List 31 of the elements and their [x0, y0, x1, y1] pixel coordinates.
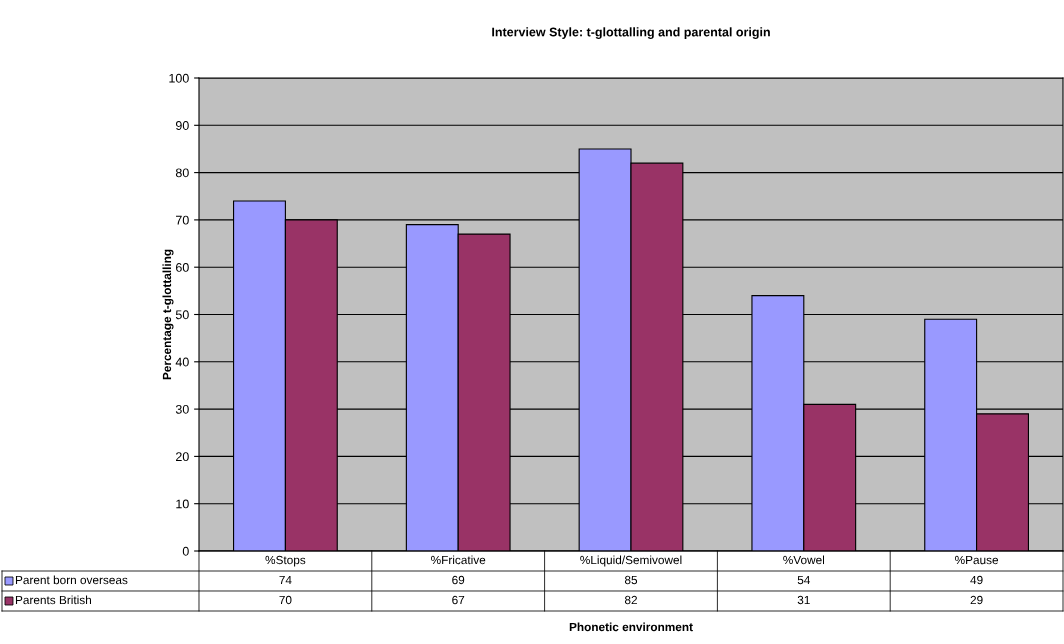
- legend-label: Parent born overseas: [15, 575, 128, 585]
- data-label: 49: [970, 575, 983, 585]
- y-tick-label: 10: [176, 499, 189, 509]
- data-label: 31: [797, 595, 810, 605]
- chart-title: Interview Style: t-glottalling and parental origin: [492, 27, 770, 39]
- y-axis-title: Percentage t-glottalling: [162, 249, 174, 380]
- y-tick-label: 30: [175, 404, 189, 414]
- data-label: 85: [624, 575, 638, 585]
- x-tick-label: %Pause: [955, 555, 999, 565]
- y-tick-label: 50: [175, 310, 189, 320]
- x-tick-label: %Vowel: [783, 555, 825, 565]
- y-tick-label: 20: [176, 452, 189, 462]
- legend-label: Parents British: [15, 595, 91, 605]
- y-tick-label: 0: [182, 546, 189, 556]
- y-tick-label: 90: [175, 121, 189, 130]
- x-tick-label: %Fricative: [431, 555, 486, 565]
- x-tick-label: %Stops: [265, 555, 306, 567]
- y-tick-label: 80: [175, 168, 189, 178]
- y-tick-label: 40: [175, 357, 189, 367]
- x-axis-title: Phonetic environment: [569, 622, 693, 632]
- data-label: 69: [452, 575, 465, 585]
- data-label: 70: [279, 595, 292, 605]
- data-label: 82: [624, 595, 637, 605]
- x-tick-label: %Liquid/Semivowel: [580, 555, 682, 567]
- data-label: 67: [452, 595, 465, 605]
- y-tick-label: 100: [169, 73, 189, 83]
- data-label: 54: [797, 575, 811, 585]
- data-label: 74: [279, 575, 292, 585]
- data-label: 29: [970, 595, 983, 605]
- y-tick-label: 60: [176, 263, 189, 272]
- y-tick-label: 70: [176, 215, 189, 225]
